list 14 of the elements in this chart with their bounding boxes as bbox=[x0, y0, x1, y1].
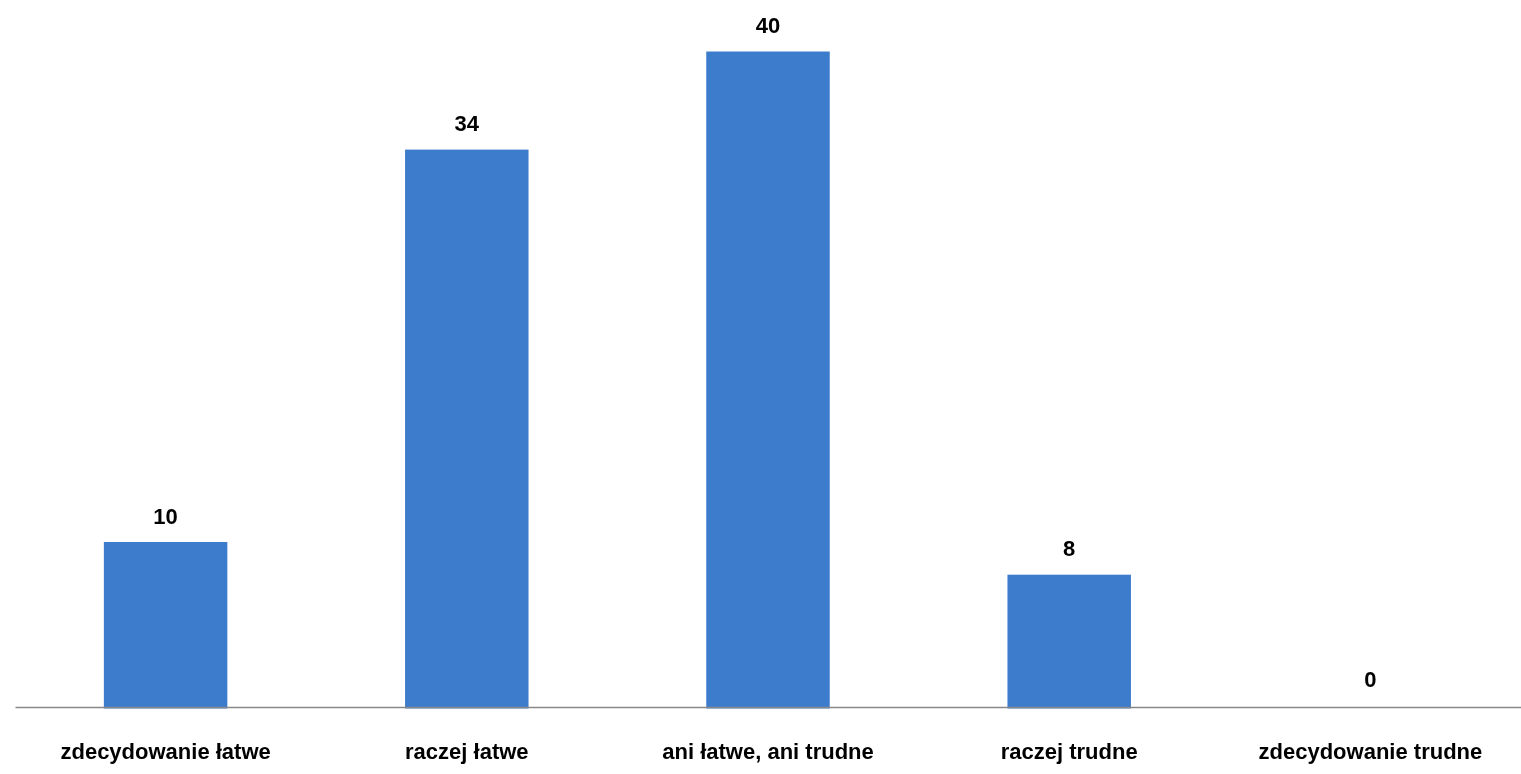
bar bbox=[1007, 574, 1131, 709]
data-label: 40 bbox=[755, 13, 781, 38]
bar bbox=[706, 51, 830, 709]
bar bbox=[405, 149, 529, 709]
x-tick-label: raczej łatwe bbox=[405, 738, 529, 764]
x-tick-label: zdecydowanie łatwe bbox=[60, 738, 271, 764]
data-label: 34 bbox=[454, 111, 480, 137]
x-tick-label: raczej trudne bbox=[1000, 738, 1138, 764]
bar bbox=[103, 542, 228, 709]
data-label: 0 bbox=[1364, 667, 1377, 692]
data-label: 10 bbox=[153, 503, 178, 529]
x-tick-label: ani łatwe, ani trudne bbox=[662, 738, 874, 764]
data-label: 8 bbox=[1063, 536, 1076, 562]
x-tick-label: zdecydowanie trudne bbox=[1258, 738, 1483, 764]
